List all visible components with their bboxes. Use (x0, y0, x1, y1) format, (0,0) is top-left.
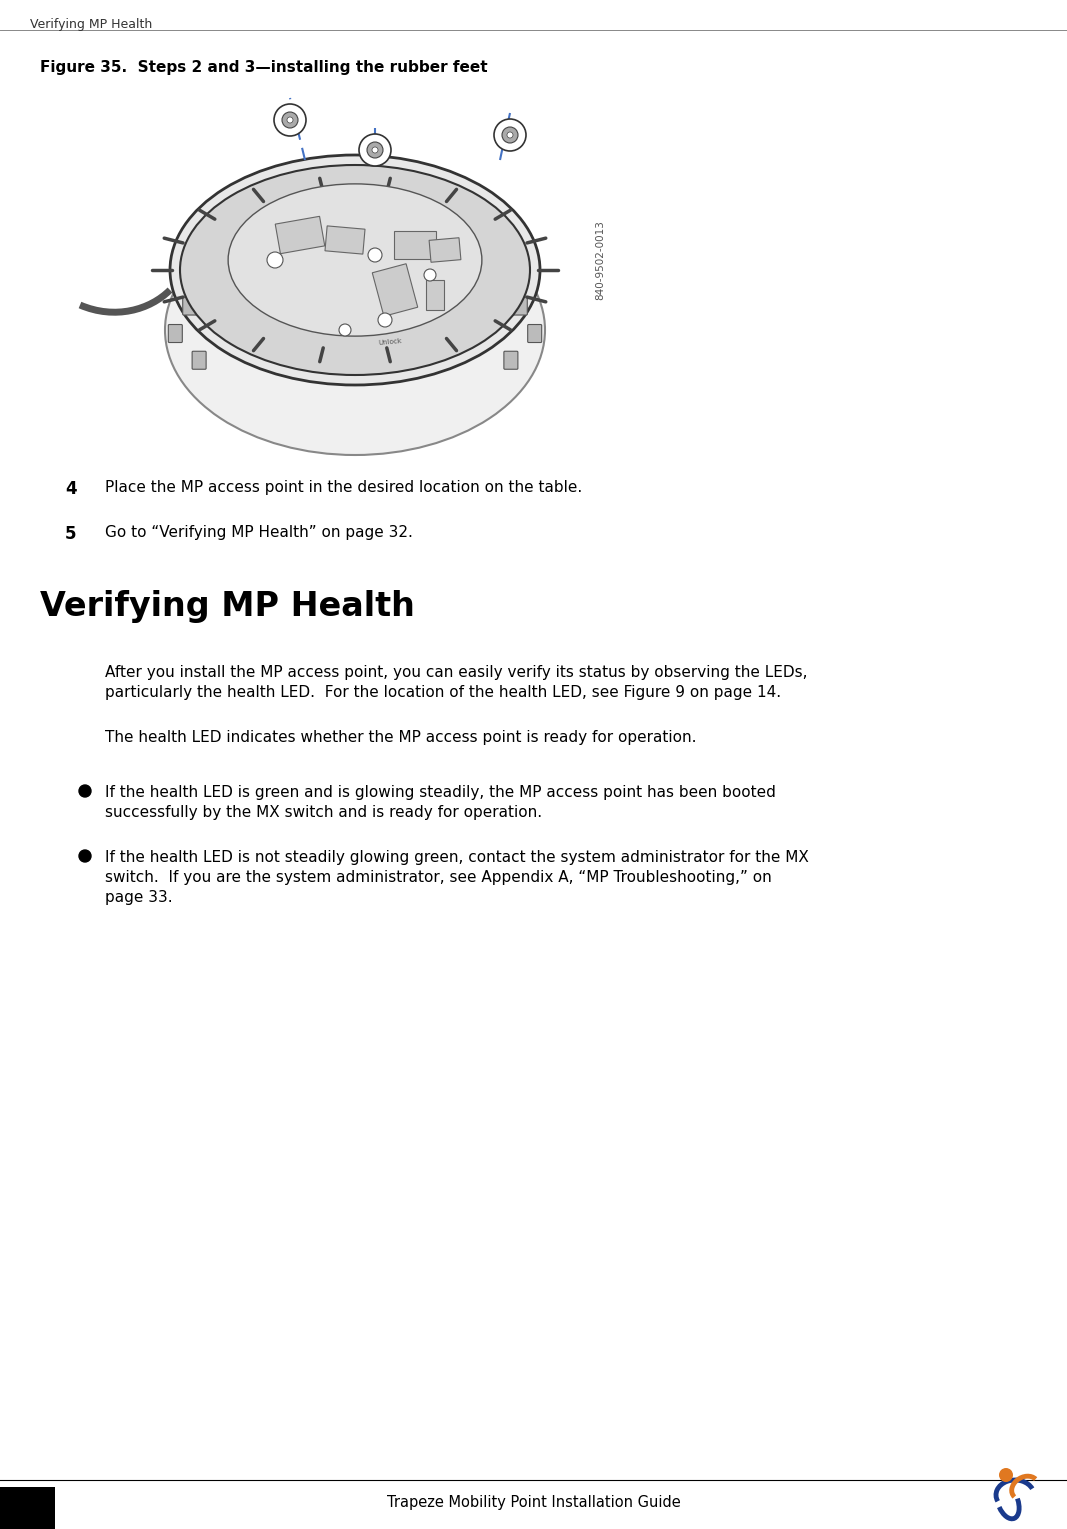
FancyBboxPatch shape (233, 275, 246, 292)
Circle shape (501, 127, 517, 144)
Text: successfully by the MX switch and is ready for operation.: successfully by the MX switch and is rea… (105, 804, 542, 820)
Text: 4: 4 (65, 480, 77, 498)
Text: 5: 5 (65, 524, 77, 543)
Circle shape (287, 118, 293, 122)
FancyBboxPatch shape (372, 263, 417, 317)
Text: The health LED indicates whether the MP access point is ready for operation.: The health LED indicates whether the MP … (105, 729, 697, 745)
FancyBboxPatch shape (394, 231, 436, 258)
FancyBboxPatch shape (429, 237, 461, 263)
Ellipse shape (180, 165, 530, 375)
Circle shape (368, 248, 382, 261)
Circle shape (282, 112, 298, 128)
Circle shape (359, 135, 391, 167)
FancyBboxPatch shape (528, 324, 542, 342)
FancyBboxPatch shape (169, 324, 182, 342)
Ellipse shape (165, 205, 545, 456)
FancyBboxPatch shape (504, 352, 517, 368)
Text: Verifying MP Health: Verifying MP Health (30, 18, 153, 31)
Text: switch.  If you are the system administrator, see Appendix A, “MP Troubleshootin: switch. If you are the system administra… (105, 870, 771, 885)
Text: Trapeze Mobility Point Installation Guide: Trapeze Mobility Point Installation Guid… (386, 1495, 681, 1511)
Circle shape (79, 784, 91, 797)
Ellipse shape (228, 183, 482, 336)
Circle shape (507, 131, 513, 138)
Circle shape (378, 313, 392, 327)
Text: 840-9502-0013: 840-9502-0013 (595, 220, 605, 300)
FancyBboxPatch shape (306, 261, 320, 280)
Text: 32: 32 (16, 1514, 37, 1529)
Circle shape (339, 324, 351, 336)
FancyBboxPatch shape (325, 226, 365, 254)
Circle shape (424, 269, 436, 281)
Circle shape (274, 104, 306, 136)
Text: After you install the MP access point, you can easily verify its status by obser: After you install the MP access point, y… (105, 665, 808, 680)
FancyBboxPatch shape (275, 216, 324, 254)
Circle shape (372, 147, 378, 153)
FancyBboxPatch shape (182, 297, 196, 315)
Text: Place the MP access point in the desired location on the table.: Place the MP access point in the desired… (105, 480, 583, 495)
Text: Unlock: Unlock (378, 338, 402, 346)
Text: Figure 35.  Steps 2 and 3—installing the rubber feet: Figure 35. Steps 2 and 3—installing the … (39, 60, 488, 75)
Text: If the health LED is green and is glowing steadily, the MP access point has been: If the health LED is green and is glowin… (105, 784, 776, 800)
Text: If the health LED is not steadily glowing green, contact the system administrato: If the health LED is not steadily glowin… (105, 850, 809, 865)
Text: Verifying MP Health: Verifying MP Health (39, 590, 415, 622)
Circle shape (267, 252, 283, 268)
FancyBboxPatch shape (426, 280, 444, 310)
Ellipse shape (170, 154, 540, 385)
Text: Go to “Verifying MP Health” on page 32.: Go to “Verifying MP Health” on page 32. (105, 524, 413, 540)
FancyBboxPatch shape (192, 352, 206, 368)
Circle shape (999, 1468, 1013, 1482)
FancyBboxPatch shape (389, 261, 403, 280)
Circle shape (494, 119, 526, 151)
Text: particularly the health LED.  For the location of the health LED, see Figure 9 o: particularly the health LED. For the loc… (105, 685, 781, 700)
Circle shape (367, 142, 383, 157)
FancyBboxPatch shape (513, 297, 527, 315)
Circle shape (79, 850, 91, 862)
Text: page 33.: page 33. (105, 890, 173, 905)
FancyBboxPatch shape (464, 275, 478, 292)
FancyBboxPatch shape (0, 1488, 55, 1529)
